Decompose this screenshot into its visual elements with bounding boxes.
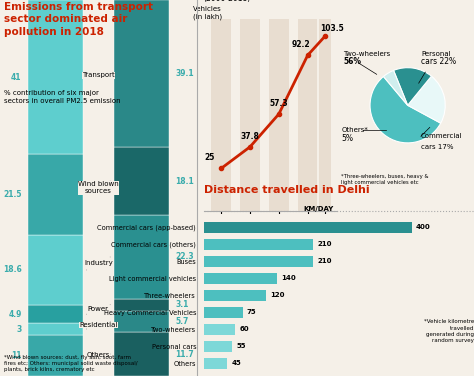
Bar [27,235,82,305]
Text: *Vehicle kilometre
travelled
generated during
random survey: *Vehicle kilometre travelled generated d… [424,320,474,343]
Text: 25: 25 [205,153,215,162]
Text: 57.3: 57.3 [270,99,288,108]
Bar [114,299,169,311]
Text: 11.7: 11.7 [175,350,194,358]
Text: 4.9: 4.9 [8,310,22,318]
Text: Power: Power [88,306,109,312]
Text: Others: Others [87,352,110,358]
Text: 41: 41 [11,73,22,82]
Text: 5.7: 5.7 [175,317,189,326]
Text: 3: 3 [17,324,22,334]
Bar [204,341,232,352]
Wedge shape [383,70,408,105]
Bar [204,256,313,267]
Bar [114,215,169,299]
Text: 60: 60 [239,326,249,332]
Text: Two-wheelers: Two-wheelers [344,51,391,57]
Text: % contribution of six major
sectors in overall PM2.5 emission: % contribution of six major sectors in o… [4,90,120,104]
Text: *Wind blown sources: dust, fly ash, soot, farm
fires etc; Others: municipal soli: *Wind blown sources: dust, fly ash, soot… [4,355,137,372]
Text: cars 22%: cars 22% [421,58,456,66]
Text: 22.3: 22.3 [175,253,194,261]
Text: KM/DAY: KM/DAY [303,206,333,212]
Text: 39.1: 39.1 [175,69,194,78]
Text: 37.8: 37.8 [240,132,259,141]
Text: 75: 75 [247,309,256,315]
Text: 210: 210 [317,258,332,264]
Text: Distance travelled in Delhi: Distance travelled in Delhi [204,185,369,195]
Text: 120: 120 [270,292,285,298]
Bar [319,19,331,211]
Bar [27,0,82,154]
Text: 55: 55 [237,343,246,349]
Text: 11: 11 [11,351,22,360]
Bar [204,290,266,301]
Bar [204,239,313,250]
Bar [240,19,260,211]
Text: Vehicles
(in lakh): Vehicles (in lakh) [193,6,222,20]
Text: 56%: 56% [344,58,362,66]
Text: *Three-wheelers, buses, heavy &
light commercial vehicles etc: *Three-wheelers, buses, heavy & light co… [341,174,429,185]
Bar [27,154,82,235]
Text: 210: 210 [317,241,332,247]
Text: 18.1: 18.1 [175,177,194,185]
Text: cars 17%: cars 17% [421,144,454,150]
Wedge shape [408,76,445,123]
Bar [204,222,411,233]
Text: Commercial: Commercial [421,133,463,139]
Text: 21.5: 21.5 [3,190,22,199]
Bar [27,335,82,376]
Bar [269,19,289,211]
Text: 5%: 5% [341,134,353,143]
Text: 92.2: 92.2 [292,40,310,49]
Text: 103.5: 103.5 [320,24,344,33]
Text: Transport: Transport [82,72,115,78]
Bar [204,273,276,284]
Bar [204,307,243,318]
Bar [27,305,82,323]
Bar [114,147,169,215]
Bar [211,19,231,211]
Text: Others*: Others* [341,127,368,133]
Text: (2000-2018): (2000-2018) [204,0,251,3]
Bar [27,323,82,335]
Text: 18.6: 18.6 [3,265,22,274]
Bar [114,0,169,147]
Wedge shape [393,68,431,105]
Text: Emissions from transport
sector dominated air
pollution in 2018: Emissions from transport sector dominate… [4,2,153,37]
Text: Residential: Residential [79,322,118,328]
Bar [204,358,227,368]
Text: 140: 140 [281,275,295,281]
Bar [114,332,169,376]
Bar [114,311,169,332]
Text: 45: 45 [231,360,241,366]
Text: 400: 400 [416,224,430,230]
Text: Industry: Industry [84,261,113,267]
Wedge shape [370,76,441,143]
Text: 3.1: 3.1 [175,300,189,309]
Bar [204,324,235,335]
Bar [298,19,318,211]
Text: Personal: Personal [421,51,450,57]
Text: Wind blown
sources: Wind blown sources [78,181,118,194]
